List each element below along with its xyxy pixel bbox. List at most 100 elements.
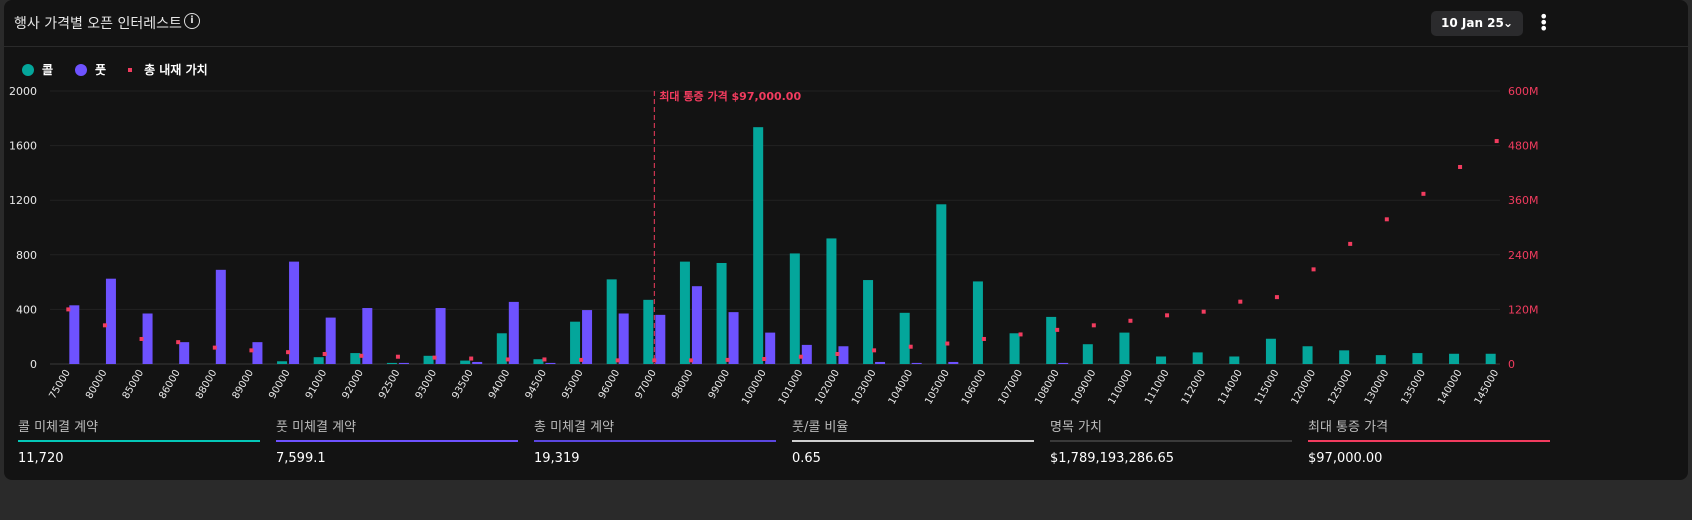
put-bar: [765, 332, 776, 364]
y-right-tick: 240M: [1508, 249, 1539, 262]
info-icon[interactable]: i: [184, 13, 200, 29]
y-left-tick: 1200: [9, 194, 37, 207]
intrinsic-point: [725, 357, 730, 362]
stat-label: 명목 가치: [1050, 420, 1102, 435]
intrinsic-point: [1311, 267, 1316, 272]
x-tick: 102000: [813, 368, 842, 407]
call-bar: [1339, 350, 1350, 364]
intrinsic-point: [1128, 318, 1133, 323]
more-vertical-icon[interactable]: • • •: [1539, 7, 1549, 38]
intrinsic-point: [286, 350, 291, 355]
put-bar: [875, 361, 886, 364]
intrinsic-point: [615, 358, 620, 363]
date-value: 10 Jan 25: [1441, 16, 1504, 30]
x-tick: 85000: [121, 368, 146, 401]
intrinsic-point: [505, 357, 510, 362]
call-bar: [972, 281, 983, 364]
stat-underline: [18, 440, 260, 442]
x-tick: 120000: [1290, 368, 1319, 407]
stat-value: 19,319: [534, 451, 580, 466]
call-bar: [1449, 353, 1460, 364]
y-right-tick: 0: [1508, 358, 1515, 371]
x-tick: 107000: [997, 368, 1026, 407]
y-left-tick: 400: [16, 303, 37, 316]
call-bar: [1302, 346, 1313, 364]
put-bar: [545, 362, 556, 364]
intrinsic-point: [359, 353, 364, 358]
stat-label: 풋 미체결 계약: [276, 420, 357, 435]
max-pain-label: 최대 통증 가격 $97,000.00: [659, 89, 801, 103]
intrinsic-point: [1091, 323, 1096, 328]
put-bar: [472, 361, 483, 364]
x-tick: 93500: [450, 368, 475, 401]
stat-label: 총 미체결 계약: [534, 420, 615, 435]
intrinsic-point: [212, 345, 217, 350]
x-tick: 92000: [340, 368, 365, 401]
call-bar: [1156, 356, 1167, 364]
stat-value: 11,720: [18, 451, 64, 466]
call-bar: [1046, 316, 1057, 364]
put-bar: [362, 308, 373, 364]
intrinsic-point: [1165, 313, 1170, 318]
put-bar: [691, 286, 702, 364]
x-tick: 88000: [194, 368, 219, 401]
legend-calls-label: 콜: [42, 63, 54, 77]
open-interest-chart: 0 0 400 120M 800 240M 1200 360M 1600 480M 2000 600M…: [9, 85, 1539, 407]
call-bar: [277, 361, 288, 364]
call-bar: [753, 127, 764, 364]
x-tick: 140000: [1436, 368, 1465, 407]
call-bar: [496, 333, 507, 364]
legend-puts-label: 풋: [95, 63, 107, 77]
date-select[interactable]: 10 Jan 25 ⌄: [1431, 11, 1523, 36]
intrinsic-point: [1458, 164, 1463, 169]
intrinsic-point: [908, 344, 913, 349]
x-tick: 93000: [414, 368, 439, 401]
stat-underline: [534, 440, 776, 442]
x-tick: 145000: [1473, 368, 1502, 407]
intrinsic-point: [762, 356, 767, 361]
call-bar: [826, 238, 837, 364]
call-bar: [533, 359, 544, 364]
call-bar: [1119, 332, 1130, 364]
call-bar: [716, 262, 727, 364]
intrinsic-point: [1238, 299, 1243, 304]
stat-underline: [276, 440, 518, 442]
legend-calls[interactable]: 콜: [22, 61, 53, 78]
x-tick: 135000: [1399, 368, 1428, 407]
put-bar: [911, 362, 922, 364]
put-bar: [508, 301, 519, 364]
legend-intrinsic[interactable]: 총 내재 가치: [128, 61, 208, 78]
put-bar: [289, 261, 300, 364]
open-interest-card: 행사 가격별 오픈 인터레스트 i 10 Jan 25 ⌄ • • • 콜 풋 총 …: [4, 0, 1688, 480]
put-bar: [435, 308, 446, 364]
stat-value: $1,789,193,286.65: [1050, 451, 1175, 466]
x-tick: 91000: [304, 368, 329, 401]
x-tick: 125000: [1326, 368, 1355, 407]
chevron-down-icon: ⌄: [1502, 16, 1513, 30]
stat-value: $97,000.00: [1308, 451, 1383, 466]
x-tick: 100000: [740, 368, 769, 407]
call-bar: [313, 357, 324, 364]
x-tick: 101000: [777, 368, 806, 407]
put-bar: [215, 269, 226, 364]
intrinsic-point: [1274, 295, 1279, 300]
intrinsic-point: [542, 357, 547, 362]
put-bar: [838, 346, 849, 364]
put-bar: [398, 362, 409, 364]
intrinsic-point: [835, 351, 840, 356]
legend-intrinsic-label: 총 내재 가치: [144, 63, 208, 77]
y-right-tick: 600M: [1508, 85, 1539, 98]
call-bar: [1082, 344, 1093, 364]
call-bar: [863, 280, 874, 364]
intrinsic-point: [1055, 327, 1060, 332]
stat-total-oi: 총 미체결 계약 19,319: [534, 416, 776, 466]
intrinsic-point: [66, 307, 71, 312]
legend-puts[interactable]: 풋: [75, 61, 106, 78]
call-bar: [1412, 353, 1423, 364]
y-right-tick: 480M: [1508, 140, 1539, 153]
y-left-tick: 800: [16, 249, 37, 262]
intrinsic-point: [469, 356, 474, 361]
x-tick: 92500: [377, 368, 402, 401]
call-bar: [899, 312, 910, 364]
stat-underline: [1308, 440, 1550, 442]
